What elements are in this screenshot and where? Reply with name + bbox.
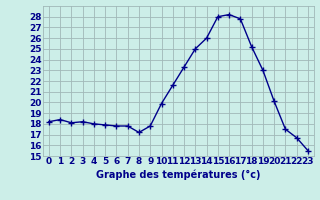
- X-axis label: Graphe des températures (°c): Graphe des températures (°c): [96, 169, 261, 180]
